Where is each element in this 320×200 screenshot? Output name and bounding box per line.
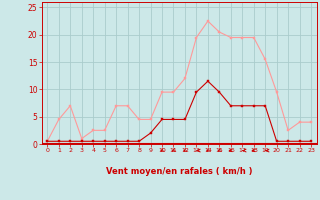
X-axis label: Vent moyen/en rafales ( km/h ): Vent moyen/en rafales ( km/h ) xyxy=(106,167,252,176)
